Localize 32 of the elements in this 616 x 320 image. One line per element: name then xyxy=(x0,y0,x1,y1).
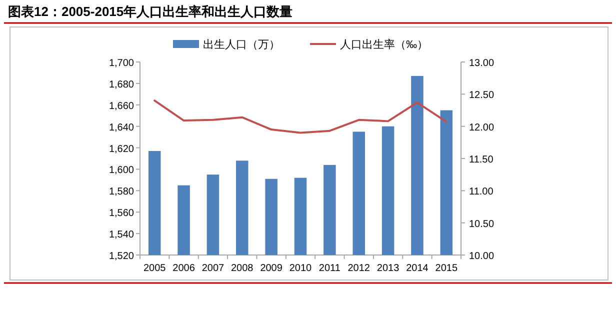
y-tick-label: 1,580 xyxy=(108,186,134,198)
y-tick-label: 1,560 xyxy=(108,208,134,220)
line-series xyxy=(154,100,448,134)
y2-tick-label: 10.00 xyxy=(469,251,494,262)
y2-tick-label: 12.50 xyxy=(469,90,494,102)
x-tick-label: 2007 xyxy=(202,263,225,274)
x-tick-label: 2015 xyxy=(435,263,458,274)
y2-tick-label: 12.00 xyxy=(469,122,494,134)
y-tick-label: 1,620 xyxy=(108,144,134,155)
x-tick-label: 2014 xyxy=(406,263,429,274)
y-tick-label: 1,520 xyxy=(108,251,134,262)
x-tick-label: 2009 xyxy=(260,263,283,274)
y2-tick-label: 11.50 xyxy=(469,154,494,166)
x-tick-label: 2013 xyxy=(376,263,400,274)
x-tick-label: 2010 xyxy=(289,263,312,274)
y2-tick-label: 11.00 xyxy=(469,186,494,198)
x-tick-label: 2005 xyxy=(143,263,166,274)
legend-label: 出生人口（万） xyxy=(203,38,280,51)
x-tick-label: 2008 xyxy=(231,263,254,274)
y2-tick-label: 10.50 xyxy=(469,218,494,230)
y-tick-label: 1,600 xyxy=(108,165,134,176)
y2-tick-label: 13.00 xyxy=(469,58,494,69)
y-tick-label: 1,680 xyxy=(108,79,134,90)
legend-label: 人口出生率（‰） xyxy=(340,38,428,51)
y-tick-label: 1,540 xyxy=(108,230,134,241)
y-tick-label: 1,700 xyxy=(108,58,134,69)
y-tick-label: 1,660 xyxy=(108,100,134,112)
chart-title: 图表12：2005-2015年人口出生率和出生人口数量 xyxy=(8,4,293,19)
x-tick-label: 2006 xyxy=(172,263,196,274)
x-tick-label: 2012 xyxy=(348,263,370,274)
x-tick-label: 2011 xyxy=(318,263,341,274)
y-tick-label: 1,640 xyxy=(108,122,134,134)
